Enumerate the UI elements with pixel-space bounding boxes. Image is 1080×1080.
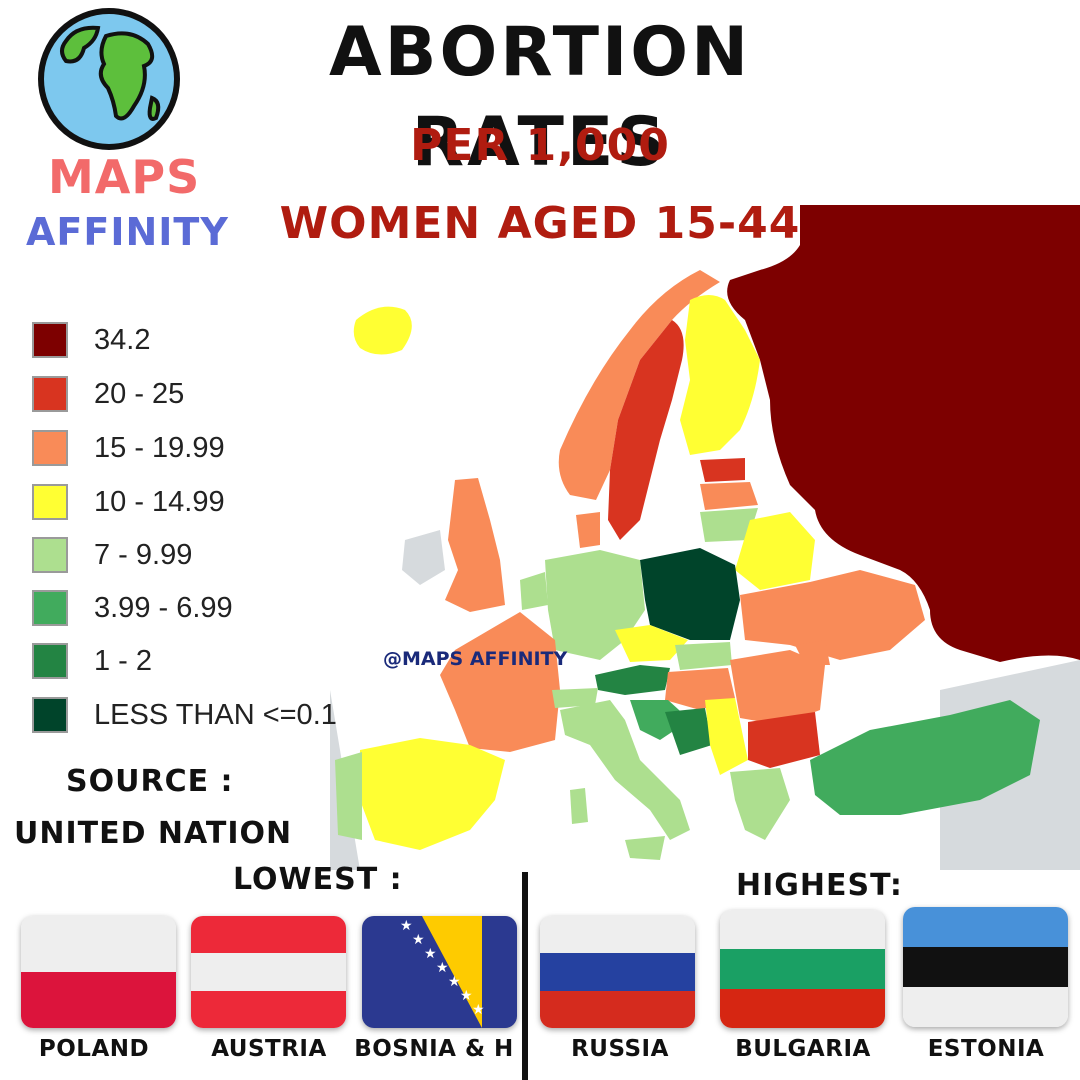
map-lithuania: [700, 508, 758, 542]
map-ireland: [402, 530, 445, 585]
map-uk: [445, 478, 505, 612]
legend-swatch: [32, 643, 68, 679]
legend-swatch: [32, 537, 68, 573]
map-switzerland: [552, 688, 598, 708]
legend-item: LESS THAN <=0.1: [32, 695, 337, 735]
svg-text:★: ★: [412, 932, 425, 948]
map-italy: [560, 700, 690, 840]
flag-name-poland: POLAND: [38, 1036, 150, 1062]
legend-swatch: [32, 376, 68, 412]
map-sardinia: [570, 788, 588, 824]
map-turkey: [810, 700, 1040, 815]
map-estonia: [700, 458, 745, 482]
map-romania: [730, 650, 825, 725]
map-norway: [558, 270, 720, 500]
map-spain: [360, 738, 505, 850]
map-denmark: [576, 512, 600, 548]
legend-item: 7 - 9.99: [32, 535, 192, 575]
divider: [522, 872, 528, 1080]
legend-item: 1 - 2: [32, 641, 152, 681]
page-title: ABORTION RATES: [329, 13, 751, 182]
austria-flag: [191, 916, 346, 1028]
map-netherlands: [520, 572, 548, 610]
map-sweden: [608, 320, 684, 540]
bosnia-flag: ★ ★ ★ ★ ★ ★ ★: [362, 916, 517, 1028]
flag-name-bosnia: BOSNIA & H: [354, 1036, 514, 1062]
flag-name-bulgaria: BULGARIA: [735, 1036, 871, 1062]
legend-label: 1 - 2: [94, 644, 153, 677]
map-greece: [730, 768, 790, 840]
legend-label: 7 - 9.99: [94, 538, 193, 571]
svg-text:★: ★: [424, 946, 437, 962]
legend-label: 34.2: [94, 323, 151, 356]
brand-affinity: AFFINITY: [26, 210, 229, 254]
legend-label: 3.99 - 6.99: [94, 591, 233, 624]
estonia-flag: [903, 907, 1068, 1027]
svg-text:★: ★: [436, 960, 449, 976]
watermark: @MAPS AFFINITY: [383, 648, 568, 670]
map-portugal: [335, 752, 362, 840]
map-ukraine: [740, 570, 925, 660]
legend-label: 20 - 25: [94, 377, 185, 410]
map-czechia: [615, 625, 688, 662]
map-finland: [680, 295, 760, 455]
map-slovakia: [675, 642, 732, 670]
map-russia: [727, 205, 1080, 662]
map-austria: [595, 665, 670, 695]
legend-label: 10 - 14.99: [94, 485, 225, 518]
source-value: UNITED NATION: [14, 816, 293, 851]
svg-text:★: ★: [400, 918, 413, 934]
legend-item: 3.99 - 6.99: [32, 588, 233, 628]
highest-label: HIGHEST:: [736, 868, 903, 903]
lowest-label: LOWEST :: [233, 862, 403, 897]
map-poland: [640, 548, 740, 640]
map-bulgaria: [748, 712, 820, 768]
brand-maps: MAPS: [48, 150, 200, 204]
map-sicily: [625, 836, 665, 860]
legend-item: 20 - 25: [32, 374, 184, 414]
subtitle-line-2: WOMEN AGED 15-44: [279, 198, 801, 249]
legend-swatch: [32, 484, 68, 520]
map-moldova: [795, 640, 830, 665]
map-belarus: [735, 512, 815, 590]
map-iceland: [353, 306, 412, 355]
map-bosnia: [665, 708, 712, 755]
globe-icon: [38, 8, 180, 150]
flag-name-estonia: ESTONIA: [927, 1036, 1045, 1062]
svg-text:★: ★: [448, 974, 461, 990]
bulgaria-flag: [720, 910, 885, 1028]
russia-flag: [540, 916, 695, 1028]
brand-affinity-text: AFFINITY: [26, 210, 229, 254]
poland-flag: [21, 916, 176, 1028]
subtitle-line-1: PER 1,000: [410, 120, 670, 171]
flag-name-russia: RUSSIA: [571, 1036, 669, 1062]
map-france: [440, 612, 560, 752]
legend-label: 15 - 19.99: [94, 431, 225, 464]
legend-swatch: [32, 590, 68, 626]
legend-swatch: [32, 430, 68, 466]
legend-item: 34.2: [32, 320, 150, 360]
legend-item: 15 - 19.99: [32, 428, 225, 468]
source-label: SOURCE :: [66, 764, 234, 799]
legend-swatch: [32, 697, 68, 733]
svg-text:★: ★: [472, 1002, 485, 1018]
map-serbia: [705, 698, 748, 775]
legend-swatch: [32, 322, 68, 358]
brand-maps-text: MAPS: [48, 150, 201, 204]
europe-map: [330, 205, 1080, 870]
map-latvia: [700, 482, 758, 510]
flag-name-austria: AUSTRIA: [211, 1036, 327, 1062]
bosnia-flag-pattern: ★ ★ ★ ★ ★ ★ ★: [400, 916, 485, 1028]
svg-text:★: ★: [460, 988, 473, 1004]
legend-label: LESS THAN <=0.1: [94, 698, 337, 731]
legend-item: 10 - 14.99: [32, 482, 225, 522]
